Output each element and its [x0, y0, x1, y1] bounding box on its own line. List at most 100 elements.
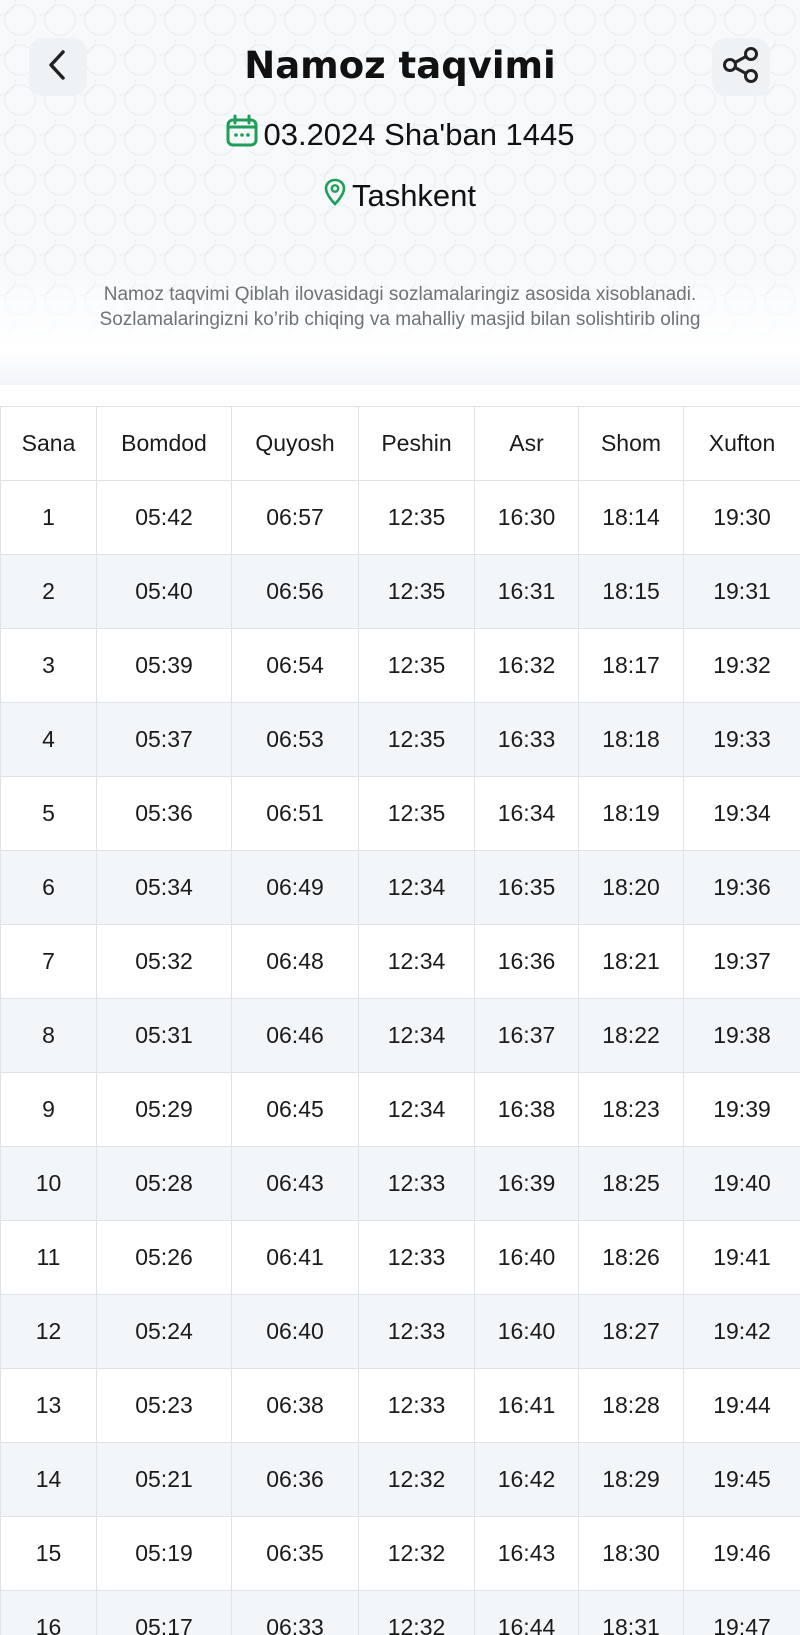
location-row: Tashkent [0, 178, 800, 214]
cell-xufton: 19:37 [683, 924, 800, 999]
cell-quyosh: 06:46 [231, 998, 359, 1073]
cell-peshin: 12:34 [358, 1072, 475, 1147]
cell-shom: 18:31 [578, 1590, 684, 1635]
cell-bomdod: 05:31 [96, 998, 232, 1073]
cell-sana: 13 [0, 1368, 97, 1443]
cell-xufton: 19:46 [683, 1516, 800, 1591]
cell-sana: 9 [0, 1072, 97, 1147]
cell-peshin: 12:33 [358, 1146, 475, 1221]
cell-peshin: 12:35 [358, 628, 475, 703]
cell-asr: 16:40 [474, 1294, 579, 1369]
cell-quyosh: 06:33 [231, 1590, 359, 1635]
cell-asr: 16:32 [474, 628, 579, 703]
cell-peshin: 12:35 [358, 554, 475, 629]
cell-sana: 12 [0, 1294, 97, 1369]
cell-bomdod: 05:39 [96, 628, 232, 703]
table-row: 10 05:28 06:43 12:33 16:39 18:25 19:40 [0, 1146, 800, 1221]
share-button[interactable] [712, 38, 770, 96]
cell-shom: 18:17 [578, 628, 684, 703]
cell-bomdod: 05:34 [96, 850, 232, 925]
cell-asr: 16:36 [474, 924, 579, 999]
cell-quyosh: 06:38 [231, 1368, 359, 1443]
cell-xufton: 19:45 [683, 1442, 800, 1517]
cell-asr: 16:40 [474, 1220, 579, 1295]
cell-xufton: 19:33 [683, 702, 800, 777]
cell-shom: 18:30 [578, 1516, 684, 1591]
cell-asr: 16:30 [474, 480, 579, 555]
cell-bomdod: 05:24 [96, 1294, 232, 1369]
column-header-sana: Sana [0, 406, 97, 481]
table-row: 12 05:24 06:40 12:33 16:40 18:27 19:42 [0, 1294, 800, 1369]
cell-xufton: 19:36 [683, 850, 800, 925]
cell-bomdod: 05:19 [96, 1516, 232, 1591]
cell-xufton: 19:44 [683, 1368, 800, 1443]
cell-xufton: 19:32 [683, 628, 800, 703]
location-text: Tashkent [351, 178, 477, 213]
cell-xufton: 19:31 [683, 554, 800, 629]
column-header-peshin: Peshin [358, 406, 475, 481]
column-header-xufton: Xufton [683, 406, 800, 481]
cell-quyosh: 06:53 [231, 702, 359, 777]
cell-bomdod: 05:42 [96, 480, 232, 555]
info-note: Namoz taqvimi Qiblah ilovasidagi sozlama… [40, 282, 760, 332]
cell-xufton: 19:39 [683, 1072, 800, 1147]
cell-bomdod: 05:32 [96, 924, 232, 999]
cell-xufton: 19:42 [683, 1294, 800, 1369]
cell-bomdod: 05:40 [96, 554, 232, 629]
cell-asr: 16:44 [474, 1590, 579, 1635]
cell-bomdod: 05:26 [96, 1220, 232, 1295]
share-icon [721, 45, 761, 89]
table-row: 16 05:17 06:33 12:32 16:44 18:31 19:47 [0, 1590, 800, 1635]
cell-quyosh: 06:54 [231, 628, 359, 703]
cell-xufton: 19:38 [683, 998, 800, 1073]
prayer-times-table: Sana Bomdod Quyosh Peshin Asr Shom Xufton 1 05:… [0, 406, 800, 1635]
cell-bomdod: 05:29 [96, 1072, 232, 1147]
cell-xufton: 19:47 [683, 1590, 800, 1635]
table-row: 11 05:26 06:41 12:33 16:40 18:26 19:41 [0, 1220, 800, 1295]
info-note-line-1: Namoz taqvimi Qiblah ilovasidagi sozlama… [103, 284, 697, 305]
table-row: 6 05:34 06:49 12:34 16:35 18:20 19:36 [0, 850, 800, 925]
cell-quyosh: 06:45 [231, 1072, 359, 1147]
cell-sana: 16 [0, 1590, 97, 1635]
cell-peshin: 12:32 [358, 1442, 475, 1517]
cell-quyosh: 06:35 [231, 1516, 359, 1591]
cell-bomdod: 05:21 [96, 1442, 232, 1517]
cell-sana: 4 [0, 702, 97, 777]
cell-sana: 6 [0, 850, 97, 925]
table-header-row: Sana Bomdod Quyosh Peshin Asr Shom Xufton [0, 406, 800, 481]
cell-asr: 16:39 [474, 1146, 579, 1221]
calendar-icon [225, 114, 259, 156]
cell-shom: 18:21 [578, 924, 684, 999]
cell-bomdod: 05:28 [96, 1146, 232, 1221]
column-header-quyosh: Quyosh [231, 406, 359, 481]
header-background [0, 0, 800, 385]
cell-sana: 10 [0, 1146, 97, 1221]
cell-quyosh: 06:36 [231, 1442, 359, 1517]
table-row: 13 05:23 06:38 12:33 16:41 18:28 19:44 [0, 1368, 800, 1443]
cell-asr: 16:31 [474, 554, 579, 629]
cell-peshin: 12:33 [358, 1368, 475, 1443]
table-row: 5 05:36 06:51 12:35 16:34 18:19 19:34 [0, 776, 800, 851]
column-header-bomdod: Bomdod [96, 406, 232, 481]
cell-bomdod: 05:23 [96, 1368, 232, 1443]
table-row: 3 05:39 06:54 12:35 16:32 18:17 19:32 [0, 628, 800, 703]
cell-peshin: 12:34 [358, 998, 475, 1073]
table-row: 9 05:29 06:45 12:34 16:38 18:23 19:39 [0, 1072, 800, 1147]
cell-xufton: 19:41 [683, 1220, 800, 1295]
cell-bomdod: 05:17 [96, 1590, 232, 1635]
cell-quyosh: 06:57 [231, 480, 359, 555]
cell-shom: 18:18 [578, 702, 684, 777]
cell-shom: 18:23 [578, 1072, 684, 1147]
back-button[interactable] [29, 38, 87, 96]
prayer-times-table-container: Sana Bomdod Quyosh Peshin Asr Shom Xufton 1 05:… [0, 406, 800, 1635]
table-row: 2 05:40 06:56 12:35 16:31 18:15 19:31 [0, 554, 800, 629]
cell-sana: 14 [0, 1442, 97, 1517]
cell-peshin: 12:34 [358, 850, 475, 925]
cell-xufton: 19:34 [683, 776, 800, 851]
table-row: 15 05:19 06:35 12:32 16:43 18:30 19:46 [0, 1516, 800, 1591]
cell-peshin: 12:35 [358, 776, 475, 851]
cell-peshin: 12:35 [358, 480, 475, 555]
table-row: 4 05:37 06:53 12:35 16:33 18:18 19:33 [0, 702, 800, 777]
date-text: 03.2024 Sha'ban 1445 [263, 117, 575, 152]
cell-quyosh: 06:49 [231, 850, 359, 925]
